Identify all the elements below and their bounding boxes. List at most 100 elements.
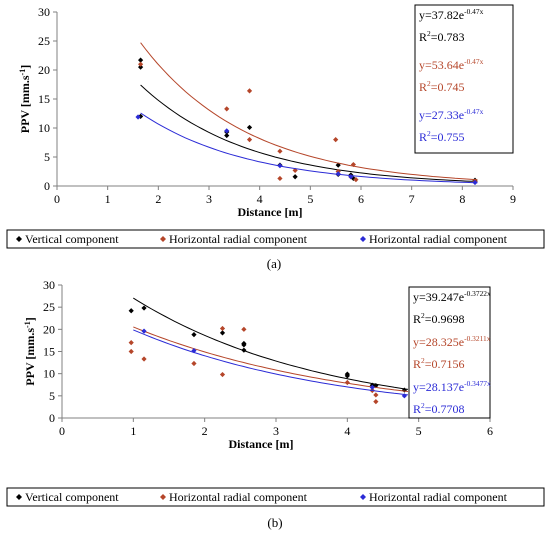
data-point-series-2 xyxy=(141,356,147,362)
chart-panel-b: 0 5 10 15 20 25 30 0 1 2 3 4 5 6 Distance [m] PPV [mm.s… xyxy=(6,278,545,530)
y-tick-label: 30 xyxy=(38,5,50,19)
trend-equation-series-1: y=39.247e-0.3722x xyxy=(413,289,491,304)
r-squared-series-3: R2=0.755 xyxy=(419,129,465,144)
trend-equation-series-2: y=28.325e-0.3211x xyxy=(413,334,491,349)
y-tick-label: 25 xyxy=(38,34,50,48)
x-tick-label: 0 xyxy=(54,192,60,206)
x-tick-label: 4 xyxy=(257,192,263,206)
y-tick-label: 20 xyxy=(43,322,55,336)
x-tick-label: 6 xyxy=(358,192,364,206)
r-squared-series-3: R2=0.7708 xyxy=(413,401,465,416)
y-tick-label: 10 xyxy=(38,121,50,135)
y-tick-label: 20 xyxy=(38,63,50,77)
r-squared-series-2: R2=0.7156 xyxy=(413,356,465,371)
r-squared-series-1: R2=0.9698 xyxy=(413,311,465,326)
y-axis-title: PPV [mm.s-1] xyxy=(23,317,37,385)
data-point-series-1 xyxy=(138,57,144,63)
trend-equation-series-2: y=53.64e-0.47x xyxy=(419,57,484,72)
y-tick-label: 5 xyxy=(44,150,50,164)
data-point-series-2 xyxy=(191,360,197,367)
x-axis-title: Distance [m] xyxy=(229,437,294,451)
legend-label-series-1: Vertical component xyxy=(25,232,119,246)
legend-label-series-3: Horizontal radial component xyxy=(369,490,508,504)
legend-marker-series-2 xyxy=(160,494,166,500)
legend-label-series-3: Horizontal radial component xyxy=(369,232,508,246)
data-point-series-2 xyxy=(138,61,144,67)
trend-line-series-2 xyxy=(133,326,409,392)
data-point-series-3 xyxy=(472,179,478,186)
legend-box xyxy=(6,229,545,249)
data-point-series-1 xyxy=(191,332,197,338)
y-axis-title: PPV [mm.s-1] xyxy=(18,65,32,133)
y-tick-label: 10 xyxy=(43,367,55,381)
data-point-series-3 xyxy=(335,171,341,177)
data-point-series-2 xyxy=(219,371,226,378)
trend-line-series-3 xyxy=(140,112,478,184)
data-point-series-1 xyxy=(219,330,226,336)
data-point-series-3 xyxy=(224,128,230,134)
data-point-series-1 xyxy=(246,124,253,131)
data-point-series-1 xyxy=(128,308,134,314)
trend-line-series-1 xyxy=(133,297,409,390)
x-tick-label: 5 xyxy=(307,192,313,206)
data-point-series-2 xyxy=(350,161,356,168)
legend-marker-series-1 xyxy=(16,236,22,242)
r-squared-series-2: R2=0.745 xyxy=(419,79,465,94)
data-point-series-2 xyxy=(246,137,253,143)
x-tick-label: 1 xyxy=(105,192,111,206)
data-point-series-2 xyxy=(241,326,247,332)
r-squared-series-1: R2=0.783 xyxy=(419,29,465,44)
y-tick-label: 25 xyxy=(43,300,55,314)
data-point-series-2 xyxy=(224,106,230,112)
data-point-series-3 xyxy=(369,384,375,391)
data-point-series-1 xyxy=(141,305,147,311)
equation-box xyxy=(414,4,514,154)
x-tick-label: 0 xyxy=(59,424,65,438)
trend-equation-series-3: y=27.33e-0.47x xyxy=(419,107,484,122)
panel-label: (b) xyxy=(267,515,282,530)
x-tick-label: 7 xyxy=(409,192,415,206)
data-point-series-1 xyxy=(138,64,144,70)
data-point-series-2 xyxy=(333,137,339,143)
x-tick-label: 3 xyxy=(273,424,279,438)
x-tick-label: 1 xyxy=(130,424,136,438)
legend-marker-series-3 xyxy=(360,236,366,242)
data-point-series-2 xyxy=(292,167,298,173)
x-tick-label: 4 xyxy=(344,424,350,438)
data-point-series-2 xyxy=(344,379,350,386)
data-point-series-1 xyxy=(224,132,230,139)
legend-box xyxy=(6,487,545,507)
trend-line-series-2 xyxy=(140,42,478,181)
legend-marker-series-1 xyxy=(16,494,22,500)
data-point-series-1 xyxy=(292,174,298,180)
y-tick-label: 15 xyxy=(38,92,50,106)
x-tick-label: 2 xyxy=(202,424,208,438)
data-point-series-2 xyxy=(353,177,359,183)
data-point-series-3 xyxy=(277,163,283,169)
equation-box xyxy=(408,286,491,419)
trend-line-series-3 xyxy=(133,329,409,396)
y-tick-label: 30 xyxy=(43,278,55,292)
panel-label: (a) xyxy=(267,256,281,271)
x-axis-title: Distance [m] xyxy=(238,205,303,219)
chart-panel-a: 0 5 10 15 20 25 30 0 1 2 3 4 5 6 7 8 9 Distance [m] PPV [m… xyxy=(6,4,545,271)
data-point-series-2 xyxy=(219,325,226,332)
data-point-series-3 xyxy=(141,328,147,334)
x-tick-label: 3 xyxy=(206,192,212,206)
x-tick-label: 5 xyxy=(416,424,422,438)
x-tick-label: 8 xyxy=(459,192,465,206)
data-point-series-2 xyxy=(128,348,134,355)
data-point-series-2 xyxy=(373,392,379,398)
data-point-series-2 xyxy=(246,88,253,94)
legend-label-series-2: Horizontal radial component xyxy=(169,490,308,504)
y-tick-label: 15 xyxy=(43,345,55,359)
data-point-series-2 xyxy=(373,398,379,405)
data-point-series-2 xyxy=(128,340,134,346)
x-tick-label: 2 xyxy=(155,192,161,206)
data-point-series-2 xyxy=(277,148,283,154)
data-point-series-1 xyxy=(350,175,356,182)
data-point-series-1 xyxy=(241,347,247,353)
trend-equation-series-3: y=28.137e-0.3477x xyxy=(413,379,491,394)
data-point-series-1 xyxy=(241,342,247,348)
